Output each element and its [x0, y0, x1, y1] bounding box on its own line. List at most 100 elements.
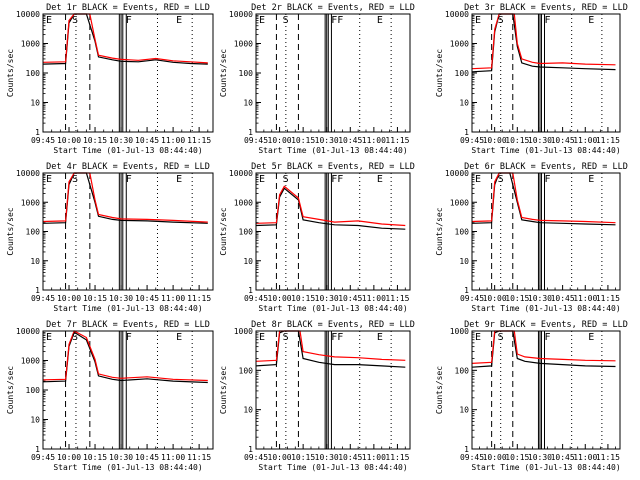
event-marker-label: E — [377, 15, 383, 26]
y-tick-label: 1 — [464, 128, 469, 137]
y-axis-label: Counts/sec — [6, 49, 15, 97]
y-axis-label: Counts/sec — [219, 49, 228, 97]
x-tick-label: 10:15 — [291, 453, 315, 462]
x-tick-label: 11:00 — [573, 453, 597, 462]
x-tick-label: 11:15 — [187, 453, 211, 462]
y-tick-label: 1000 — [234, 198, 253, 207]
x-tick-label: 11:00 — [573, 294, 597, 303]
y-tick-label: 1000 — [450, 40, 469, 49]
series-line-events — [42, 13, 208, 65]
y-tick-label: 1000 — [21, 357, 40, 366]
x-tick-label: 09:45 — [460, 294, 484, 303]
y-tick-label: 100 — [26, 386, 41, 395]
x-tick-label: 10:15 — [291, 136, 315, 145]
x-tick-label: 10:30 — [109, 453, 133, 462]
x-tick-label: 10:45 — [338, 294, 362, 303]
event-marker-label: S — [283, 15, 289, 26]
chart-panel-1: 1 10 100 1000 10000 09:45 10:00 10:15 10:30 10:45… — [6, 3, 214, 155]
event-marker-label: E — [176, 15, 182, 26]
y-tick-label: 1000 — [234, 327, 253, 336]
chart-title: Det 8r BLACK = Events, RED = LLD — [251, 320, 415, 330]
x-tick-label: 10:00 — [268, 294, 292, 303]
x-tick-label: 09:45 — [244, 136, 268, 145]
y-tick-label: 10 — [459, 406, 469, 415]
y-tick-label: 1 — [35, 445, 40, 454]
x-axis-label: Start Time (01-Jul-13 08:44:40) — [53, 146, 202, 155]
event-marker-label: E — [475, 332, 481, 343]
x-tick-label: 10:45 — [338, 136, 362, 145]
y-axis-label: Counts/sec — [435, 49, 444, 97]
chart-title: Det 1r BLACK = Events, RED = LLD — [46, 3, 210, 13]
y-tick-label: 100 — [239, 366, 254, 375]
event-marker-label: E — [377, 332, 383, 343]
y-tick-label: 10000 — [16, 327, 40, 336]
plot-frame — [255, 13, 411, 133]
event-marker-label: S — [72, 332, 78, 343]
x-tick-label: 10:00 — [483, 453, 507, 462]
y-tick-label: 10000 — [16, 10, 40, 19]
y-axis-label: Counts/sec — [435, 366, 444, 414]
x-tick-label: 10:30 — [109, 136, 133, 145]
chart-title: Det 3r BLACK = Events, RED = LLD — [464, 3, 628, 13]
chart-panel-9: 1 10 100 1000 09:4510:0010:1510:3010:4511:00… — [435, 320, 628, 472]
x-tick-label: 10:45 — [338, 453, 362, 462]
x-tick-label: 11:15 — [385, 136, 409, 145]
x-tick-label: 11:00 — [161, 294, 185, 303]
x-tick-label: 10:00 — [483, 294, 507, 303]
x-tick-label: 10:45 — [551, 453, 575, 462]
event-marker-label: E — [475, 15, 481, 26]
event-marker-label: E — [176, 174, 182, 185]
y-tick-label: 10 — [459, 99, 469, 108]
x-tick-label: 09:45 — [31, 136, 55, 145]
y-tick-label: 1 — [35, 128, 40, 137]
y-tick-label: 10000 — [445, 10, 469, 19]
chart-title: Det 9r BLACK = Events, RED = LLD — [464, 320, 628, 330]
event-marker-label: E — [377, 174, 383, 185]
event-marker-label: E — [588, 174, 594, 185]
event-marker-label: F — [544, 174, 550, 185]
x-tick-label: 11:00 — [362, 136, 386, 145]
chart-panel-4: 1 10 100 1000 10000 09:45 10:00 10:15 10:30 10:45… — [6, 162, 214, 313]
series-line-lld — [255, 330, 406, 362]
event-marker-label: F — [126, 174, 132, 185]
chart-title: Det 4r BLACK = Events, RED = LLD — [46, 162, 210, 172]
x-tick-label: 09:45 — [244, 453, 268, 462]
series-line-lld — [471, 330, 616, 364]
x-tick-label: 10:15 — [83, 453, 107, 462]
x-tick-label: 10:45 — [135, 136, 159, 145]
x-tick-label: 11:15 — [385, 453, 409, 462]
chart-panel-2: 1 10 100 1000 10000 09:45 10:00 10:15 10:30 10:45… — [219, 3, 415, 155]
series-line-lld — [42, 172, 208, 223]
y-tick-label: 10 — [30, 416, 40, 425]
chart-title: Det 2r BLACK = Events, RED = LLD — [251, 3, 415, 13]
x-tick-label: 10:00 — [57, 136, 81, 145]
y-tick-label: 1000 — [234, 40, 253, 49]
x-tick-label: 10:00 — [57, 294, 81, 303]
x-tick-label: 10:30 — [528, 294, 552, 303]
y-tick-label: 10 — [459, 257, 469, 266]
y-axis-label: Counts/sec — [6, 207, 15, 255]
y-tick-label: 10 — [243, 257, 253, 266]
event-marker-label: S — [283, 174, 289, 185]
x-tick-label: 09:45 — [31, 453, 55, 462]
event-marker-label: F — [126, 332, 132, 343]
y-tick-label: 10000 — [229, 10, 253, 19]
y-tick-label: 1000 — [21, 198, 40, 207]
y-tick-label: 1000 — [450, 198, 469, 207]
event-marker-label: E — [259, 174, 265, 185]
x-tick-label: 10:00 — [268, 453, 292, 462]
event-marker-label: S — [498, 174, 504, 185]
x-tick-label: 10:45 — [135, 294, 159, 303]
y-tick-label: 10 — [243, 406, 253, 415]
chart-title: Det 5r BLACK = Events, RED = LLD — [251, 162, 415, 172]
event-marker-label: E — [588, 332, 594, 343]
chart-panel-8: 1 10 100 1000 09:45 10:00 10:15 10:30 10:45 11:00… — [219, 320, 415, 472]
x-tick-label: 11:15 — [596, 136, 620, 145]
x-tick-label: 10:30 — [315, 294, 339, 303]
x-tick-label: 09:45 — [244, 294, 268, 303]
y-tick-label: 10000 — [229, 169, 253, 178]
x-tick-label: 11:15 — [596, 294, 620, 303]
x-tick-label: 11:00 — [161, 136, 185, 145]
event-marker-label: E — [46, 15, 52, 26]
chart-panel-6: 1 10 100 1000 10000 09:4510:0010:1510:3010:45… — [435, 162, 628, 313]
